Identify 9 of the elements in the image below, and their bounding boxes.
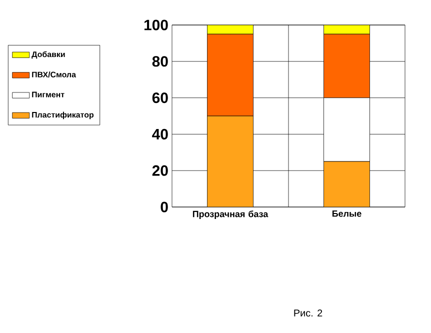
y-tick-label: 20 [152, 165, 168, 176]
y-tick-label: 0 [160, 202, 168, 212]
y-tick-label: 80 [152, 56, 168, 67]
y-tick-label: 60 [152, 92, 168, 104]
text: Рис. 2 [294, 309, 322, 317]
y-tick-label: 40 [152, 128, 168, 140]
x-tick-label: Прозрачная база [192, 210, 268, 219]
x-tick-label: Белые [332, 210, 362, 217]
y-tick-label: 100 [144, 20, 168, 30]
